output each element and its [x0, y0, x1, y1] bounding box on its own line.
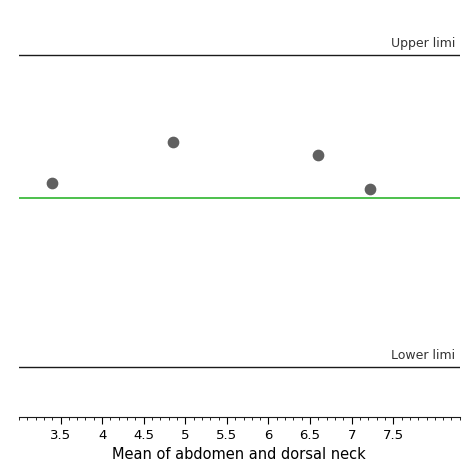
Point — [169, 138, 177, 146]
Point — [48, 179, 56, 187]
Point — [366, 185, 374, 193]
Point — [315, 151, 322, 158]
X-axis label: Mean of abdomen and dorsal neck: Mean of abdomen and dorsal neck — [112, 447, 366, 463]
Text: Upper limi: Upper limi — [391, 36, 456, 50]
Text: Lower limi: Lower limi — [392, 349, 456, 362]
